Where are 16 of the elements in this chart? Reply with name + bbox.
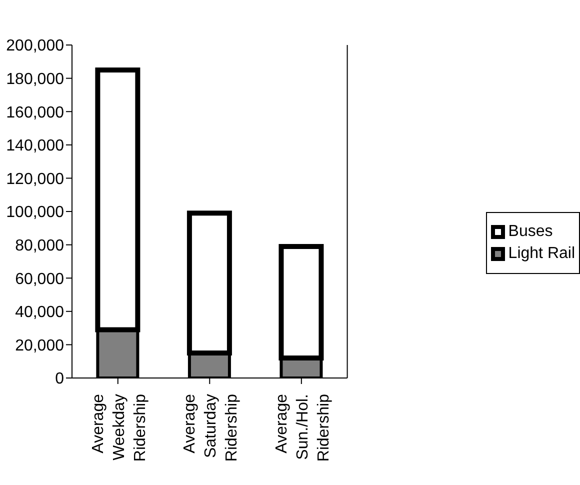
y-tick-label: 140,000 [6, 138, 64, 155]
y-tick-label: 160,000 [6, 104, 64, 122]
y-tick-label: 180,000 [6, 70, 64, 88]
x-tick-label: Average Sun./Hol. Ridership [273, 394, 332, 462]
y-tick-label: 80,000 [15, 237, 64, 254]
legend-label: Light Rail [508, 244, 575, 262]
y-tick-label: 200,000 [6, 38, 64, 55]
x-tick-label: Average Weekday Ridership [90, 394, 149, 462]
legend-label: Buses [508, 222, 553, 240]
y-tick-label: 40,000 [15, 304, 64, 322]
x-tick-label: Average Saturday Ridership [182, 394, 241, 462]
y-tick-label: 0 [55, 370, 64, 388]
y-tick-label: 20,000 [15, 337, 64, 354]
y-tick-label: 120,000 [6, 170, 64, 188]
y-tick-label: 100,000 [6, 204, 64, 222]
y-tick-label: 60,000 [15, 270, 64, 288]
